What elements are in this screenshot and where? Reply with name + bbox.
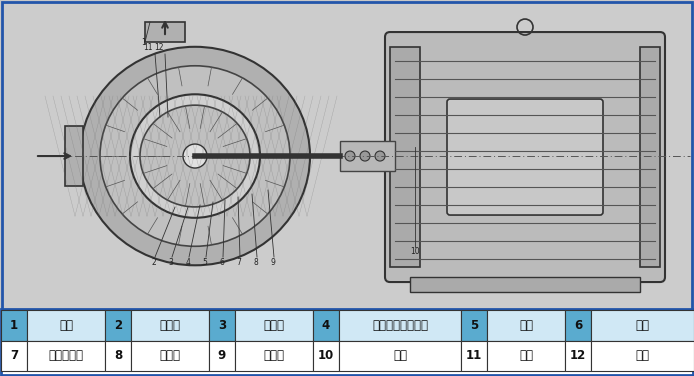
Text: 6: 6	[574, 319, 582, 332]
Bar	[131, 310, 209, 341]
Text: 10: 10	[318, 349, 334, 362]
Text: 5: 5	[470, 319, 478, 332]
Bar	[390, 47, 420, 267]
Text: 9: 9	[271, 258, 276, 267]
Text: 电机: 电机	[393, 349, 407, 362]
Text: 11: 11	[143, 43, 153, 52]
Bar	[1, 341, 27, 371]
Text: 泵轴: 泵轴	[519, 319, 533, 332]
Bar	[235, 310, 313, 341]
Text: 4: 4	[185, 258, 190, 267]
Bar	[591, 310, 694, 341]
Text: 动环: 动环	[636, 349, 650, 362]
Text: 4: 4	[322, 319, 330, 332]
Text: 静环: 静环	[519, 349, 533, 362]
Bar	[313, 310, 339, 341]
Bar	[145, 22, 185, 42]
Ellipse shape	[100, 66, 290, 246]
Bar	[313, 341, 339, 371]
Circle shape	[183, 144, 207, 168]
Bar	[487, 341, 565, 371]
Text: 3: 3	[218, 319, 226, 332]
Bar	[105, 310, 131, 341]
Bar	[235, 341, 313, 371]
Bar	[640, 47, 660, 267]
Ellipse shape	[130, 94, 260, 218]
Text: 7: 7	[237, 258, 242, 267]
Text: 7: 7	[10, 349, 18, 362]
Text: 1: 1	[10, 319, 18, 332]
Bar	[410, 277, 640, 292]
Text: 6: 6	[219, 258, 224, 267]
Text: 隔离套: 隔离套	[264, 319, 285, 332]
Circle shape	[345, 151, 355, 161]
Text: 叶轮、内磁钢总成: 叶轮、内磁钢总成	[372, 319, 428, 332]
Text: 联接架: 联接架	[264, 349, 285, 362]
Text: 10: 10	[410, 247, 420, 256]
Text: 轴承: 轴承	[636, 319, 650, 332]
Circle shape	[360, 151, 370, 161]
Text: 11: 11	[466, 349, 482, 362]
Text: 泵体: 泵体	[59, 319, 73, 332]
Text: 8: 8	[253, 258, 258, 267]
Text: 8: 8	[114, 349, 122, 362]
Bar	[105, 341, 131, 371]
Text: 5: 5	[203, 258, 208, 267]
Bar	[1, 310, 27, 341]
FancyBboxPatch shape	[447, 99, 603, 215]
Bar	[340, 141, 395, 171]
Bar	[565, 310, 591, 341]
Bar	[209, 310, 235, 341]
Bar	[565, 341, 591, 371]
Ellipse shape	[140, 105, 250, 207]
Text: 1: 1	[142, 38, 146, 47]
Text: 2: 2	[151, 258, 156, 267]
Text: 3: 3	[169, 258, 174, 267]
Bar	[339, 341, 461, 371]
Bar	[209, 341, 235, 371]
Bar	[65, 126, 83, 186]
Bar	[27, 341, 105, 371]
Ellipse shape	[80, 47, 310, 265]
Text: 12: 12	[154, 43, 164, 52]
Bar	[591, 341, 694, 371]
Bar	[131, 341, 209, 371]
Circle shape	[375, 151, 385, 161]
Text: 12: 12	[570, 349, 586, 362]
Bar	[339, 310, 461, 341]
Text: 2: 2	[114, 319, 122, 332]
Text: 外磁钢总成: 外磁钢总成	[49, 349, 83, 362]
Bar	[461, 310, 487, 341]
Text: 止推环: 止推环	[160, 349, 180, 362]
FancyBboxPatch shape	[385, 32, 665, 282]
Bar	[461, 341, 487, 371]
Text: 密封圈: 密封圈	[160, 319, 180, 332]
Bar	[487, 310, 565, 341]
Text: 9: 9	[218, 349, 226, 362]
Bar	[27, 310, 105, 341]
